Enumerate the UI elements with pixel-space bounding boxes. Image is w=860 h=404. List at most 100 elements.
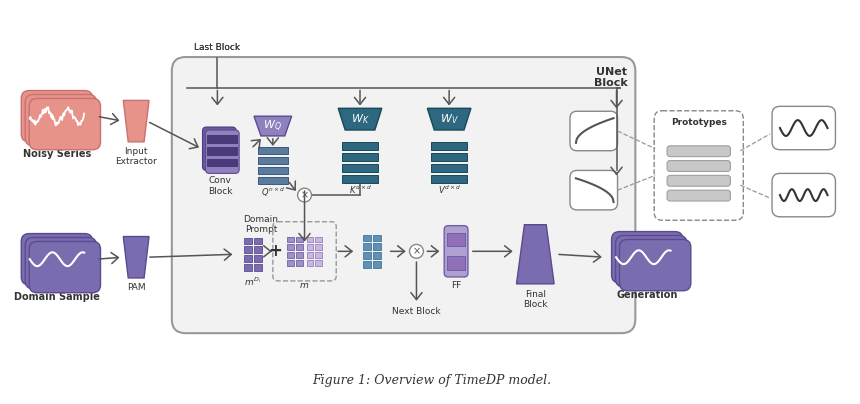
Polygon shape (427, 108, 471, 130)
Bar (244, 255, 252, 262)
FancyBboxPatch shape (206, 130, 239, 173)
Bar (254, 255, 262, 262)
Bar (316, 252, 322, 258)
Bar (306, 260, 313, 266)
Text: PAM: PAM (126, 283, 145, 292)
Bar (306, 244, 313, 250)
FancyBboxPatch shape (611, 231, 683, 283)
Bar (258, 157, 288, 164)
Text: $m^{D_i}$: $m^{D_i}$ (244, 276, 261, 288)
Polygon shape (123, 236, 149, 278)
Bar (254, 246, 262, 253)
Bar (254, 264, 262, 271)
FancyBboxPatch shape (570, 170, 617, 210)
Text: $Q^{n\times d}$: $Q^{n\times d}$ (261, 185, 285, 199)
Text: $W_V$: $W_V$ (439, 112, 458, 126)
Polygon shape (254, 116, 292, 136)
Circle shape (298, 188, 311, 202)
FancyBboxPatch shape (667, 146, 730, 157)
Bar (373, 244, 381, 250)
Bar (363, 235, 371, 242)
Text: Generation: Generation (617, 290, 678, 300)
Bar (373, 252, 381, 259)
Text: Input
Extractor: Input Extractor (115, 147, 157, 166)
FancyBboxPatch shape (772, 173, 835, 217)
Text: Domain
Prompt: Domain Prompt (243, 215, 279, 234)
Text: $m$: $m$ (299, 281, 310, 290)
FancyBboxPatch shape (25, 95, 96, 146)
Bar (363, 244, 371, 250)
Bar (306, 236, 313, 242)
FancyBboxPatch shape (667, 160, 730, 171)
Bar (296, 260, 303, 266)
Text: Prototypes: Prototypes (671, 118, 727, 127)
Text: Last Block: Last Block (194, 43, 241, 52)
Bar (432, 142, 467, 150)
Bar (447, 233, 465, 246)
Bar (207, 135, 237, 143)
Bar (342, 175, 378, 183)
Text: $V^{d\times d}$: $V^{d\times d}$ (438, 183, 461, 196)
Bar (296, 244, 303, 250)
Bar (373, 261, 381, 268)
FancyBboxPatch shape (667, 190, 730, 201)
Bar (244, 238, 252, 244)
FancyBboxPatch shape (616, 236, 687, 287)
Text: +: + (267, 242, 282, 260)
FancyBboxPatch shape (25, 238, 96, 289)
Text: Last Block: Last Block (194, 43, 241, 52)
Text: Noisy Series: Noisy Series (23, 149, 91, 159)
Text: UNet
Block: UNet Block (593, 67, 628, 88)
Text: Next Block: Next Block (392, 307, 441, 316)
Bar (316, 236, 322, 242)
Bar (286, 244, 293, 250)
FancyBboxPatch shape (22, 90, 93, 142)
Bar (342, 142, 378, 150)
Text: $K^{d\times d}$: $K^{d\times d}$ (348, 183, 372, 196)
Polygon shape (123, 101, 149, 142)
Bar (373, 235, 381, 242)
Text: $W_Q$: $W_Q$ (263, 118, 282, 134)
FancyBboxPatch shape (772, 106, 835, 150)
Bar (258, 147, 288, 154)
Bar (258, 177, 288, 184)
Polygon shape (517, 225, 554, 284)
Text: Conv
Block: Conv Block (208, 177, 232, 196)
Bar (432, 153, 467, 161)
FancyBboxPatch shape (667, 175, 730, 186)
FancyBboxPatch shape (570, 111, 617, 151)
Bar (342, 153, 378, 161)
Bar (363, 261, 371, 268)
FancyBboxPatch shape (202, 127, 237, 170)
Bar (363, 252, 371, 259)
Bar (447, 256, 465, 270)
FancyBboxPatch shape (445, 226, 468, 277)
Bar (342, 164, 378, 172)
Bar (316, 260, 322, 266)
Text: Domain Sample: Domain Sample (14, 292, 100, 302)
Circle shape (409, 244, 423, 258)
Text: FF: FF (451, 281, 461, 290)
Bar (432, 164, 467, 172)
FancyBboxPatch shape (29, 99, 101, 150)
FancyBboxPatch shape (22, 234, 93, 285)
Bar (258, 167, 288, 174)
Text: $\times$: $\times$ (300, 190, 309, 200)
Bar (207, 159, 237, 166)
Bar (207, 147, 237, 155)
Bar (306, 252, 313, 258)
FancyBboxPatch shape (619, 240, 691, 291)
FancyBboxPatch shape (29, 242, 101, 293)
Bar (286, 252, 293, 258)
Bar (296, 252, 303, 258)
Text: Final
Block: Final Block (523, 290, 548, 309)
Bar (254, 238, 262, 244)
FancyBboxPatch shape (172, 57, 636, 333)
Text: Figure 1: Overview of TimeDP model.: Figure 1: Overview of TimeDP model. (312, 375, 551, 387)
Bar (244, 264, 252, 271)
Bar (316, 244, 322, 250)
Bar (286, 236, 293, 242)
Text: $W_K$: $W_K$ (351, 112, 369, 126)
Bar (286, 260, 293, 266)
Polygon shape (338, 108, 382, 130)
